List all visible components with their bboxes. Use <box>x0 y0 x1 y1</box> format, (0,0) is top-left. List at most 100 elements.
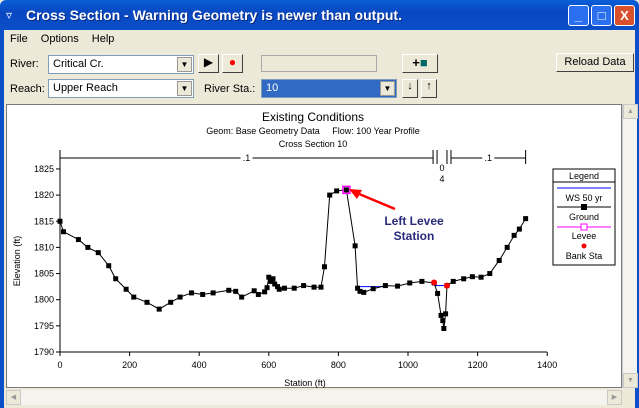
scroll-up-icon[interactable]: ▲ <box>623 104 638 119</box>
ground-point <box>382 283 388 289</box>
chart-panel <box>6 104 622 388</box>
ground-point <box>357 288 363 294</box>
x-tick-label: 1200 <box>468 360 488 370</box>
ground-point <box>361 289 367 295</box>
y-tick-label: 1805 <box>34 269 54 279</box>
reach-value: Upper Reach <box>53 82 118 94</box>
app-icon: ▿ <box>6 8 13 22</box>
ground-point <box>255 291 261 297</box>
arrowhead-icon <box>349 189 362 199</box>
x-tick-label: 400 <box>192 360 207 370</box>
river-station-label: River Sta.: <box>204 83 256 95</box>
progress-field <box>261 55 377 72</box>
minimize-button[interactable]: _ <box>568 5 589 26</box>
ground-point <box>496 257 502 263</box>
x-tick-label: 200 <box>122 360 137 370</box>
ground-point <box>106 263 112 269</box>
arrow-down-icon: ↓ <box>407 80 413 92</box>
y-tick-label: 1790 <box>34 347 54 357</box>
camera-icon: ■ <box>419 55 428 70</box>
y-axis-label: Elevation (ft) <box>12 236 22 287</box>
ground-point <box>511 232 517 238</box>
ground-point <box>123 286 129 292</box>
scroll-down-icon[interactable]: ▼ <box>623 373 638 388</box>
chevron-down-icon[interactable]: ▼ <box>177 81 192 96</box>
x-tick-label: 800 <box>331 360 346 370</box>
reload-data-button[interactable]: Reload Data <box>556 53 634 72</box>
ground-point <box>276 286 282 292</box>
n-gap <box>240 156 253 160</box>
next-station-down-button[interactable]: ↓ <box>402 79 418 98</box>
ground-point <box>516 226 522 232</box>
y-tick-label: 1795 <box>34 321 54 331</box>
ground-line <box>59 189 527 329</box>
ground-point <box>168 299 174 305</box>
legend: Legend WS 50 yr Ground Levee Bank Sta <box>552 168 616 266</box>
chevron-down-icon[interactable]: ▼ <box>380 81 395 96</box>
ground-point <box>321 264 327 270</box>
vertical-scrollbar[interactable]: ▲ ▼ <box>622 104 638 388</box>
ground-point <box>113 276 119 282</box>
window-title: Cross Section - Warning Geometry is newe… <box>26 7 402 23</box>
ground-point <box>407 280 413 286</box>
next-station-up-button[interactable]: ↑ <box>421 79 437 98</box>
ground-point <box>352 243 358 249</box>
y-tick-label: 1825 <box>34 164 54 174</box>
ground-point <box>301 283 307 289</box>
river-station-value: 10 <box>266 82 279 94</box>
ground-point <box>327 192 333 198</box>
scroll-right-icon[interactable]: ▶ <box>607 390 622 405</box>
ground-point <box>370 286 376 292</box>
ground-point <box>272 281 278 287</box>
chevron-down-icon[interactable]: ▼ <box>177 57 192 72</box>
add-to-clipboard-button[interactable]: +■ <box>402 54 438 73</box>
ground-point <box>266 274 272 280</box>
menu-file[interactable]: File <box>10 33 28 45</box>
chart-subtitle-2: Cross Section 10 <box>279 139 348 149</box>
ground-point <box>504 244 510 250</box>
menu-options[interactable]: Options <box>40 33 79 45</box>
record-icon: ● <box>228 55 237 69</box>
play-icon: ▶ <box>203 55 214 69</box>
ground-point <box>200 291 206 297</box>
y-tick-label: 1815 <box>34 216 54 226</box>
ground-point <box>281 285 287 291</box>
ground-point <box>450 278 456 284</box>
mannings-n-label: .1 <box>485 153 493 163</box>
legend-levee-marker <box>580 223 588 231</box>
legend-bank-marker <box>581 243 587 249</box>
record-button[interactable]: ● <box>222 54 243 73</box>
ground-point <box>251 288 257 294</box>
river-station-select[interactable]: 10 ▼ <box>261 79 397 98</box>
ground-point <box>270 276 276 282</box>
river-select[interactable]: Critical Cr. ▼ <box>48 55 194 74</box>
ground-point <box>311 284 317 290</box>
ground-point <box>131 294 137 300</box>
ground-point <box>291 285 297 291</box>
chart-subtitle: Geom: Base Geometry Data Flow: 100 Year … <box>206 126 420 136</box>
ground-point <box>395 283 401 289</box>
scroll-left-icon[interactable]: ◀ <box>6 390 21 405</box>
ground-point <box>441 325 447 331</box>
ground-point <box>318 284 324 290</box>
y-tick-label: 1810 <box>34 242 54 252</box>
x-tick-label: 1400 <box>537 360 557 370</box>
x-tick-label: 0 <box>57 360 62 370</box>
ground-point <box>239 294 245 300</box>
reach-label: Reach: <box>10 83 45 95</box>
ground-point <box>419 278 425 284</box>
y-tick-label: 1800 <box>34 295 54 305</box>
close-button[interactable]: X <box>614 5 635 26</box>
x-tick-label: 600 <box>261 360 276 370</box>
arrow-up-icon: ↑ <box>426 80 432 92</box>
maximize-button[interactable]: □ <box>591 5 612 26</box>
ground-point <box>156 306 162 312</box>
ground-point <box>435 290 441 296</box>
horizontal-scrollbar[interactable]: ◀ ▶ <box>6 390 622 405</box>
ground-point <box>275 284 280 290</box>
play-button[interactable]: ▶ <box>198 54 219 73</box>
reach-select[interactable]: Upper Reach ▼ <box>48 79 194 98</box>
menu-help[interactable]: Help <box>91 33 115 45</box>
n-gap <box>482 156 495 160</box>
